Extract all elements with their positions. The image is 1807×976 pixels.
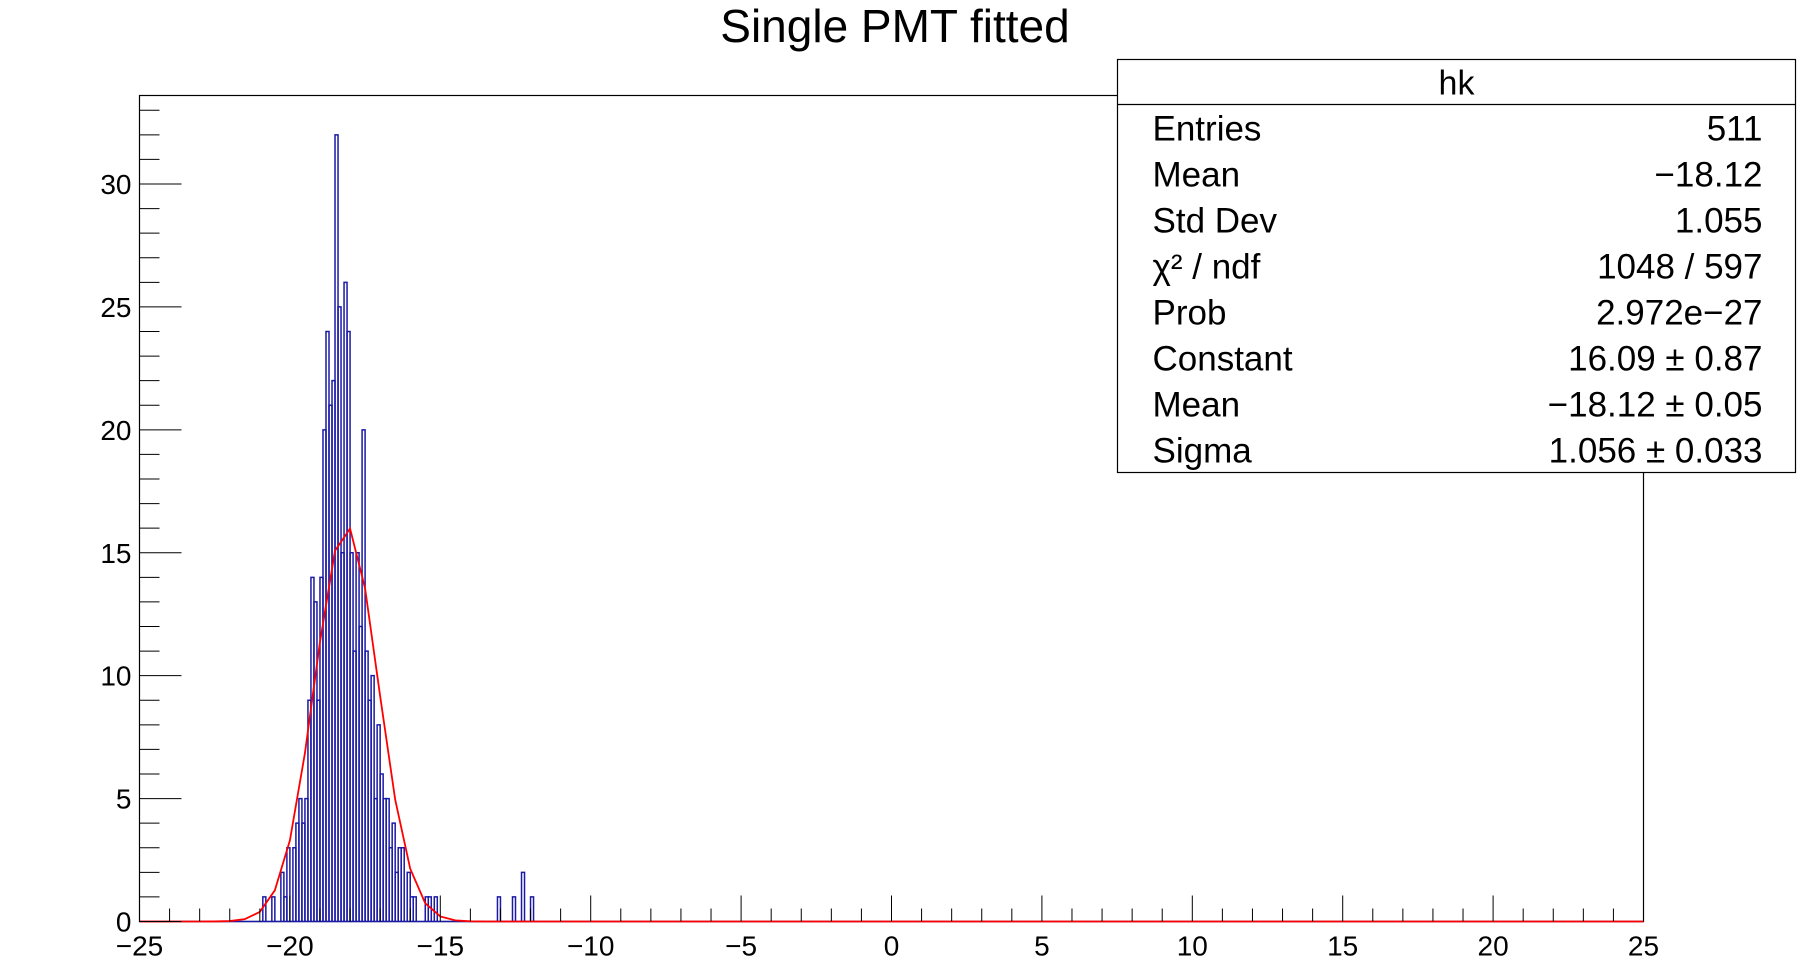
y-tick-label: 5: [116, 784, 132, 815]
x-tick-label: 15: [1327, 931, 1358, 962]
x-tick-label: 0: [884, 931, 900, 962]
stats-row-value: 2.972e−27: [1596, 293, 1762, 332]
stats-box-frame: [1116, 58, 1797, 474]
stats-row-label: Std Dev: [1153, 201, 1278, 240]
x-tick-label: 20: [1478, 931, 1509, 962]
stats-row-value: −18.12: [1654, 155, 1762, 194]
stats-row-value: 16.09 ± 0.87: [1568, 339, 1762, 378]
histogram-bin: [520, 871, 526, 922]
y-tick-label: 30: [100, 169, 131, 200]
histogram-bin: [271, 896, 276, 922]
histogram-bin: [412, 896, 417, 922]
x-tick-label: 5: [1034, 931, 1050, 962]
stats-row-label: Sigma: [1153, 431, 1253, 470]
stats-row-value: 1048 / 597: [1597, 247, 1762, 286]
stats-row-value: 1.056 ± 0.033: [1549, 431, 1763, 470]
stats-row-label: Constant: [1153, 339, 1293, 378]
y-tick-label: 25: [100, 292, 131, 323]
stats-row-label: Entries: [1153, 109, 1262, 148]
x-tick-label: −20: [266, 931, 314, 962]
x-tick-label: −10: [567, 931, 615, 962]
stats-row-value: −18.12 ± 0.05: [1548, 385, 1763, 424]
histogram-bin: [433, 896, 439, 922]
stats-box-title: hk: [1439, 65, 1476, 103]
x-tick-label: 25: [1628, 931, 1659, 962]
histogram-bin: [400, 847, 405, 922]
histogram-bin: [511, 896, 517, 922]
stats-row-label: Mean: [1153, 385, 1241, 424]
stats-box: hk Entries 511 Mean −18.12 Std Dev 1.055 χ² / n…: [1116, 58, 1797, 474]
y-tick-label: 20: [100, 415, 131, 446]
y-tick-label: 10: [100, 661, 131, 692]
x-axis: −25 −20 −15 −10 −5 0 5 10 15 20 25: [116, 895, 1659, 962]
x-tick-label: −5: [725, 931, 757, 962]
x-tick-label: −15: [417, 931, 465, 962]
stats-row-value: 1.055: [1675, 201, 1763, 240]
x-tick-label: −25: [116, 931, 164, 962]
stats-row-label: Mean: [1153, 155, 1241, 194]
histogram-bin: [262, 896, 267, 922]
histogram: [139, 134, 1644, 923]
x-tick-label: 10: [1177, 931, 1208, 962]
y-axis: 0 5 10 15 20 25 30: [100, 109, 182, 938]
chart-title: Single PMT fitted: [720, 0, 1069, 52]
stats-row-label: χ² / ndf: [1153, 247, 1261, 286]
y-tick-label: 0: [116, 907, 132, 938]
stats-row-value: 511: [1707, 109, 1763, 148]
y-tick-label: 15: [100, 538, 131, 569]
stats-row-label: Prob: [1153, 293, 1227, 332]
